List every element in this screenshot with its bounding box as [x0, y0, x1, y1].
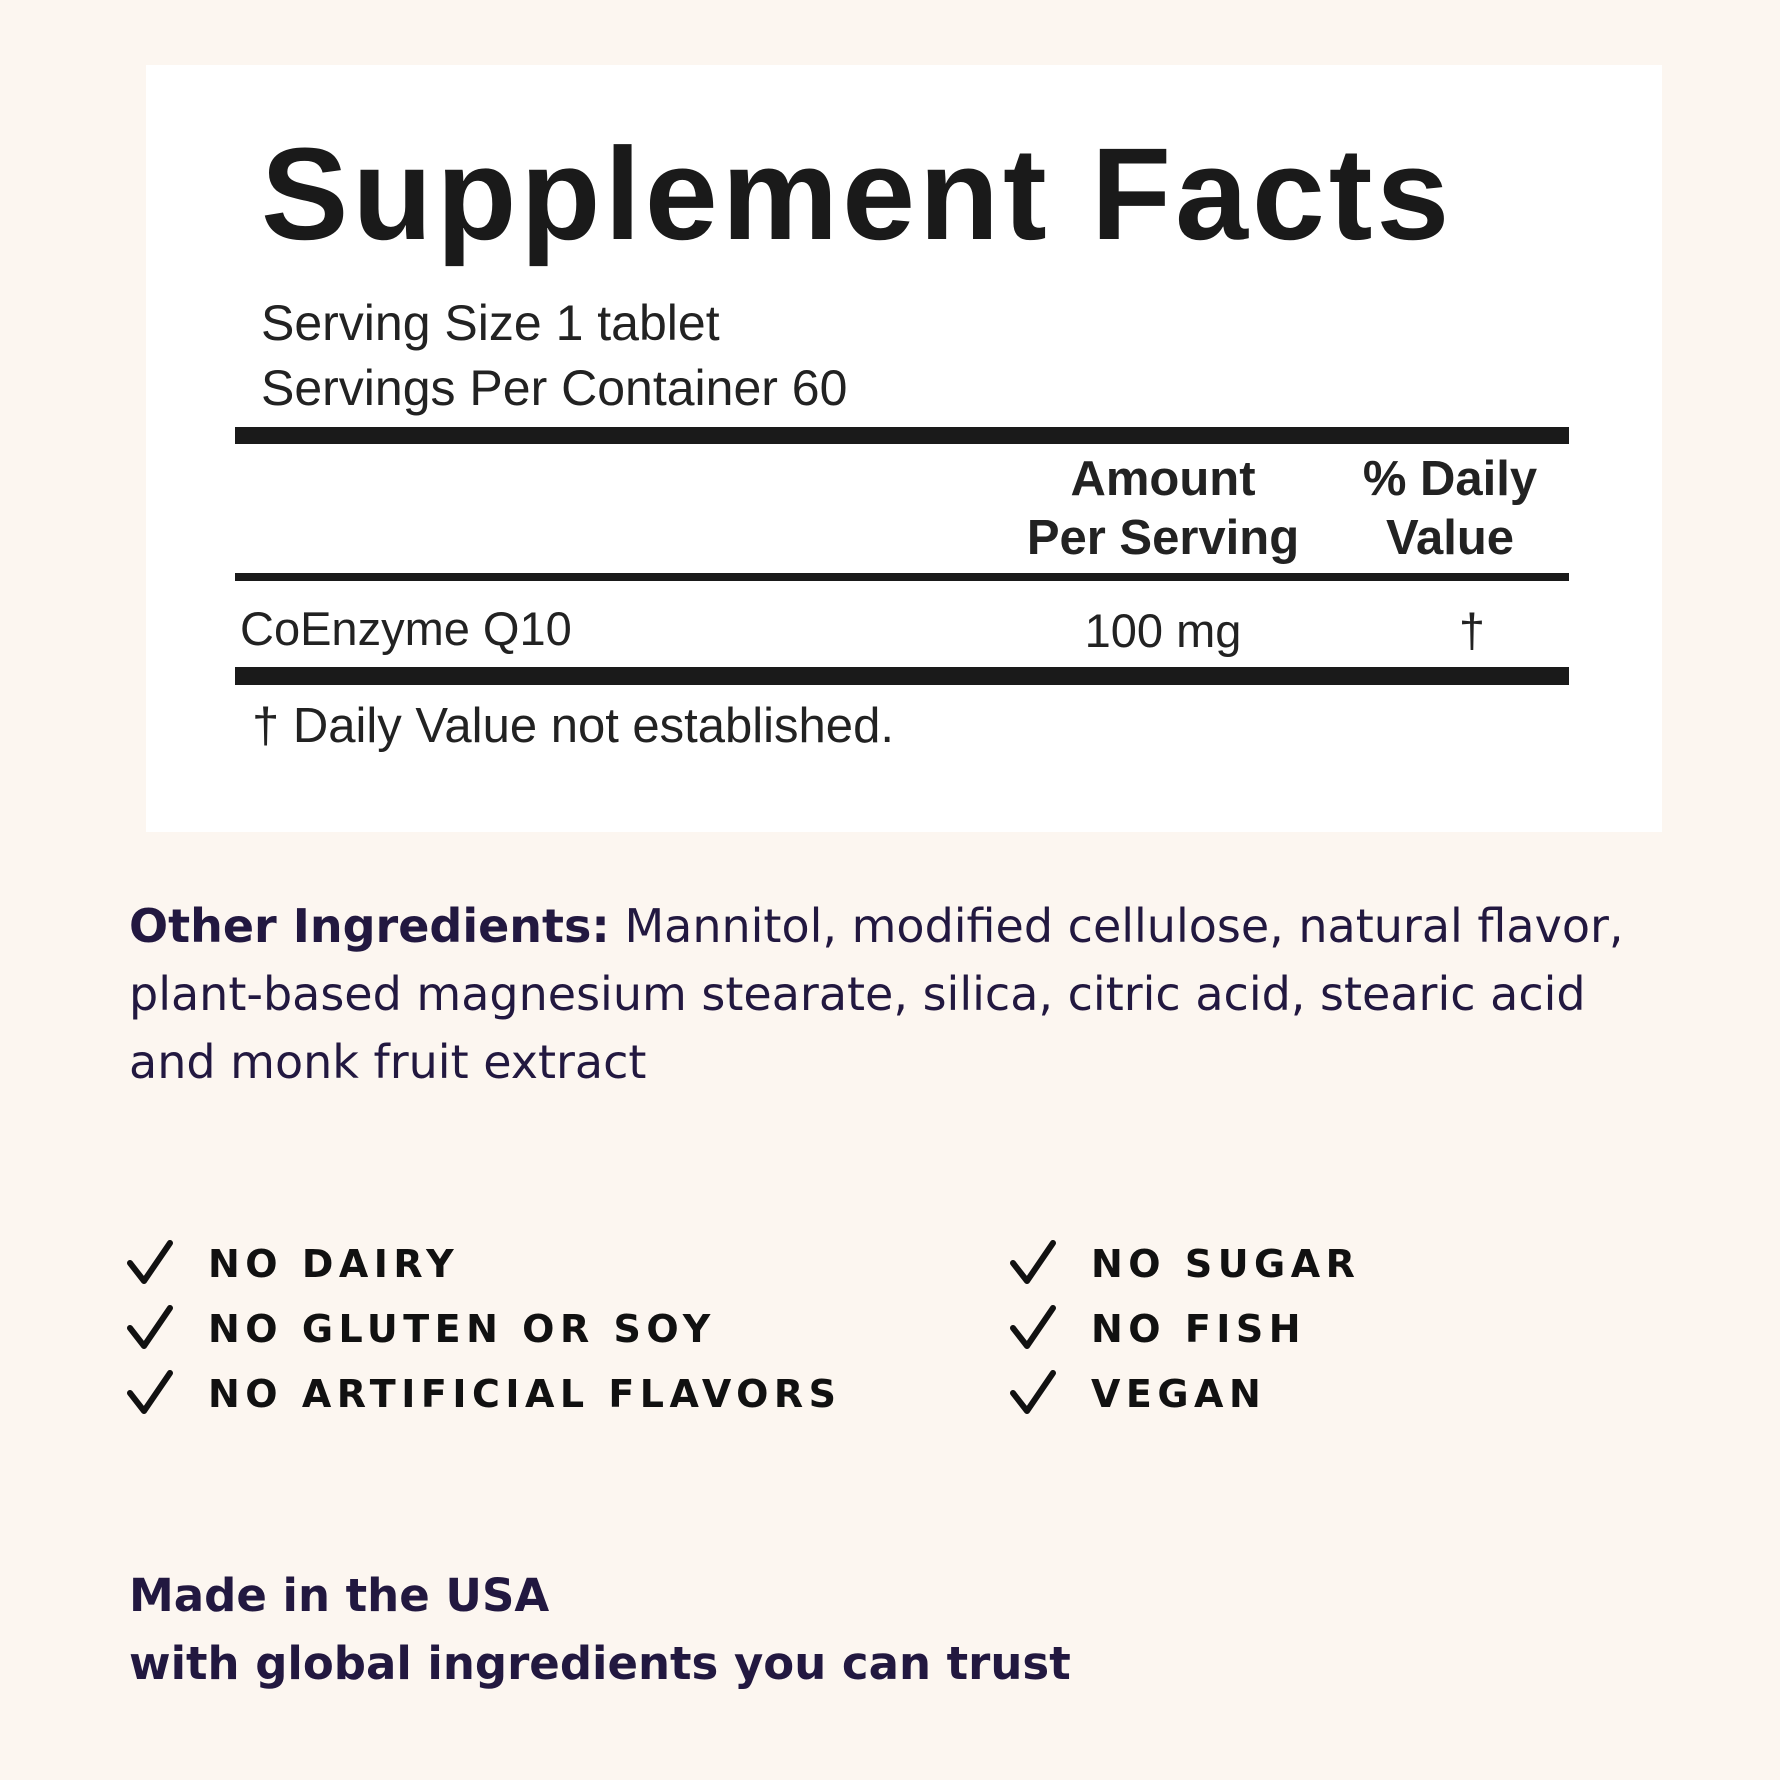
- claim-label: NO GLUTEN OR SOY: [208, 1307, 716, 1351]
- checkmark-icon: [1010, 1370, 1056, 1414]
- checkmark-icon: [127, 1370, 173, 1414]
- nutrient-amount: 100 mg: [1084, 604, 1242, 657]
- amount-per-serving-header: Amount Per Serving: [1013, 450, 1313, 568]
- serving-size: Serving Size 1 tablet: [261, 295, 720, 351]
- claim-label: VEGAN: [1091, 1372, 1267, 1416]
- medium-divider: [235, 573, 1569, 581]
- checkmark-icon: [1010, 1305, 1056, 1349]
- checkmark-icon: [127, 1240, 173, 1284]
- ingredients-line-2: plant-based magnesium stearate, silica, …: [129, 967, 1586, 1021]
- claim-label: NO FISH: [1091, 1307, 1307, 1351]
- claim-label: NO ARTIFICIAL FLAVORS: [208, 1372, 842, 1416]
- daily-value-header: % Daily Value: [1330, 450, 1570, 568]
- claim-item: NO DAIRY: [127, 1240, 460, 1286]
- made-in-usa: Made in the USA: [129, 1569, 550, 1622]
- claim-label: NO DAIRY: [208, 1242, 460, 1286]
- ingredients-line-3: and monk fruit extract: [129, 1035, 647, 1089]
- thick-divider: [235, 427, 1569, 444]
- checkmark-icon: [127, 1305, 173, 1349]
- claim-item: NO FISH: [1010, 1305, 1307, 1351]
- supplement-facts-title: Supplement Facts: [261, 120, 1454, 267]
- thick-divider-bottom: [235, 667, 1569, 685]
- ingredients-line-1: Other Ingredients: Mannitol, modified ce…: [129, 903, 1624, 949]
- servings-per-container: Servings Per Container 60: [261, 360, 848, 416]
- amount-header-line2: Per Serving: [1026, 511, 1300, 565]
- claim-item: NO ARTIFICIAL FLAVORS: [127, 1370, 842, 1416]
- global-ingredients-tagline: with global ingredients you can trust: [129, 1637, 1071, 1690]
- footnote: † Daily Value not established.: [252, 699, 894, 753]
- ingredients-heading: Other Ingredients:: [129, 899, 610, 953]
- claim-label: NO SUGAR: [1091, 1242, 1361, 1286]
- dv-header-line1: % Daily: [1362, 452, 1538, 506]
- checkmark-icon: [1010, 1240, 1056, 1284]
- claim-item: NO SUGAR: [1010, 1240, 1361, 1286]
- nutrient-name: CoEnzyme Q10: [240, 602, 572, 655]
- amount-header-line1: Amount: [1070, 452, 1256, 506]
- nutrient-daily-value: †: [1458, 604, 1486, 657]
- claim-item: VEGAN: [1010, 1370, 1267, 1416]
- dv-header-line2: Value: [1385, 511, 1515, 565]
- ingredients-text: Mannitol, modified cellulose, natural fl…: [624, 899, 1624, 953]
- supplement-facts-panel: [146, 65, 1662, 832]
- claim-item: NO GLUTEN OR SOY: [127, 1305, 716, 1351]
